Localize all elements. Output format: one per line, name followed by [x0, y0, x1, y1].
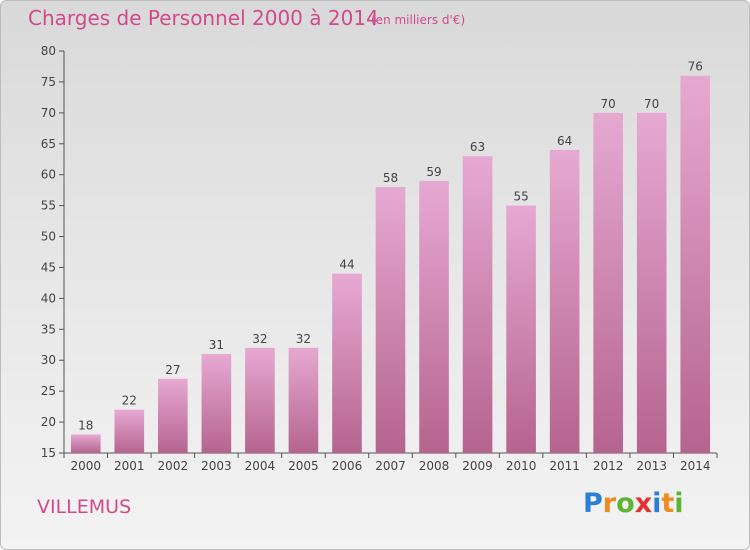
- data-label-2013: 70: [644, 97, 659, 111]
- bar-2009: [462, 156, 493, 453]
- data-label-2005: 32: [296, 332, 311, 346]
- y-tick-label: 60: [41, 168, 56, 182]
- bar-2003: [201, 354, 232, 453]
- bar-2002: [158, 378, 188, 453]
- data-label-2000: 18: [78, 418, 93, 432]
- x-tick-label-2014: 2014: [680, 459, 711, 473]
- y-tick-label: 65: [41, 137, 56, 151]
- y-tick-label: 50: [41, 230, 56, 244]
- bar-2013: [636, 112, 667, 453]
- data-label-2003: 31: [209, 338, 224, 352]
- y-tick-label: 15: [41, 446, 56, 460]
- x-axis: 2000 2001 2002 2003 2004 2005 2006 2007 2008 2009…: [63, 452, 718, 473]
- logo-letter: o: [616, 488, 635, 519]
- y-axis: 15 20 25 30 35 40 45 50 55 60 65 70 75 80: [41, 44, 65, 460]
- x-tick-label-2012: 2012: [593, 459, 624, 473]
- x-tick-label-2011: 2011: [549, 459, 580, 473]
- y-tick-label: 75: [41, 75, 56, 89]
- logo-letter: r: [602, 488, 617, 519]
- x-tick-label-2010: 2010: [506, 459, 537, 473]
- bar-2010: [506, 205, 536, 453]
- y-tick-label: 25: [41, 384, 56, 398]
- y-tick-label: 30: [41, 353, 56, 367]
- x-tick-label-2002: 2002: [158, 459, 189, 473]
- x-tick-label-2013: 2013: [636, 459, 667, 473]
- y-tick-label: 20: [41, 415, 56, 429]
- x-tick-label-2008: 2008: [419, 459, 450, 473]
- place-name: VILLEMUS: [37, 496, 132, 518]
- data-label-2002: 27: [165, 363, 180, 377]
- data-label-2010: 55: [513, 190, 528, 204]
- bar-2007: [375, 187, 406, 454]
- data-label-2006: 44: [339, 258, 354, 272]
- bar-2000: [70, 434, 101, 453]
- x-tick-label-2000: 2000: [70, 459, 101, 473]
- chart-title: Charges de Personnel 2000 à 2014: [28, 6, 379, 30]
- logo-letter: P: [583, 488, 603, 519]
- logo-letter: t: [661, 488, 675, 519]
- y-tick-label: 80: [41, 44, 56, 58]
- data-label-2011: 64: [557, 134, 572, 148]
- x-tick-label-2003: 2003: [201, 459, 232, 473]
- x-tick-label-2004: 2004: [245, 459, 276, 473]
- x-tick-label-2009: 2009: [462, 459, 493, 473]
- data-label-2001: 22: [122, 394, 137, 408]
- proxiti-logo[interactable]: Proxiti: [583, 488, 684, 519]
- y-tick-label: 40: [41, 291, 56, 305]
- data-label-2014: 76: [688, 60, 703, 74]
- chart-subtitle: (en milliers d'€): [371, 13, 466, 27]
- bar-2001: [114, 409, 145, 453]
- bar-2008: [419, 180, 449, 453]
- x-tick-label-2001: 2001: [114, 459, 145, 473]
- x-tick-label-2005: 2005: [288, 459, 319, 473]
- data-label-2012: 70: [601, 97, 616, 111]
- data-label-2008: 59: [426, 165, 441, 179]
- data-label-2004: 32: [252, 332, 267, 346]
- x-tick-label-2007: 2007: [375, 459, 406, 473]
- data-label-2009: 63: [470, 140, 485, 154]
- logo-letter: i: [652, 488, 662, 519]
- bar-2004: [245, 347, 275, 453]
- logo-letter: i: [674, 488, 684, 519]
- x-tick-label-2006: 2006: [332, 459, 363, 473]
- data-labels: 18 22 27 31 32 32 44 58 59 63 55 64 70 70 76: [78, 60, 703, 433]
- y-tick-label: 45: [41, 260, 56, 274]
- bar-2005: [288, 347, 319, 453]
- bar-2012: [593, 112, 623, 453]
- logo-letter: x: [634, 488, 653, 519]
- y-tick-label: 70: [41, 106, 56, 120]
- bar-2014: [680, 75, 711, 453]
- y-tick-label: 55: [41, 199, 56, 213]
- y-tick-label: 35: [41, 322, 56, 336]
- bar-2006: [332, 273, 362, 453]
- bars: [70, 75, 711, 454]
- bar-2011: [549, 149, 580, 453]
- data-label-2007: 58: [383, 171, 398, 185]
